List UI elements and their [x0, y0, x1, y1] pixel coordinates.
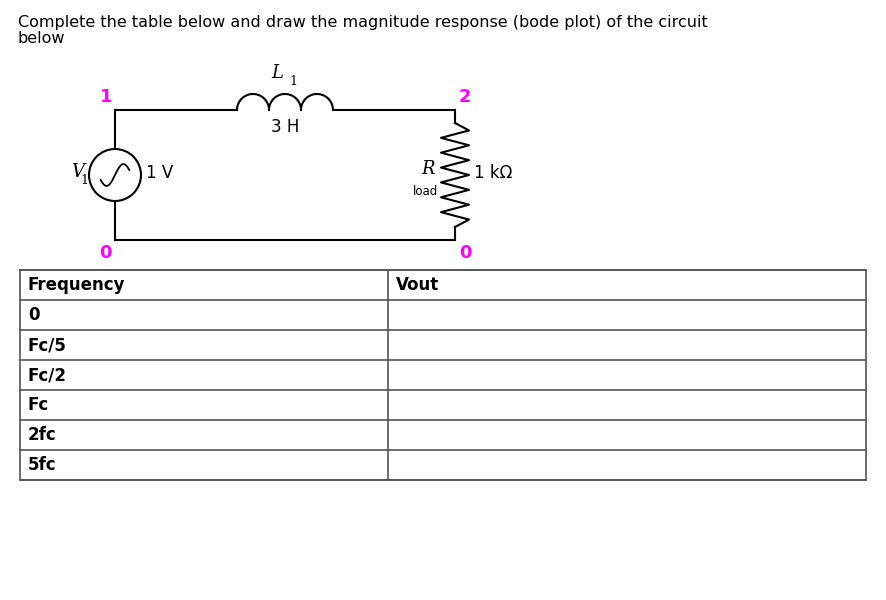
Text: 1: 1 — [99, 88, 112, 106]
Text: Vout: Vout — [396, 276, 439, 294]
Text: 2fc: 2fc — [28, 426, 57, 444]
Text: 1: 1 — [289, 75, 297, 88]
Text: Fc/2: Fc/2 — [28, 366, 67, 384]
Text: 1 V: 1 V — [146, 164, 174, 182]
Text: 0: 0 — [459, 244, 471, 262]
Text: 1: 1 — [80, 175, 88, 187]
Text: L: L — [271, 64, 283, 82]
Text: 0: 0 — [99, 244, 112, 262]
Text: Complete the table below and draw the magnitude response (bode plot) of the circ: Complete the table below and draw the ma… — [18, 15, 708, 30]
Text: load: load — [413, 185, 438, 198]
Text: V: V — [71, 163, 84, 181]
Text: Fc/5: Fc/5 — [28, 336, 66, 354]
Text: Fc: Fc — [28, 396, 50, 414]
Text: 3 H: 3 H — [271, 118, 299, 136]
Text: 2: 2 — [459, 88, 471, 106]
Text: 5fc: 5fc — [28, 456, 57, 474]
Text: Frequency: Frequency — [28, 276, 126, 294]
Text: R: R — [422, 160, 435, 178]
Text: 0: 0 — [28, 306, 40, 324]
Text: 1 kΩ: 1 kΩ — [474, 164, 512, 182]
Text: below: below — [18, 31, 66, 46]
